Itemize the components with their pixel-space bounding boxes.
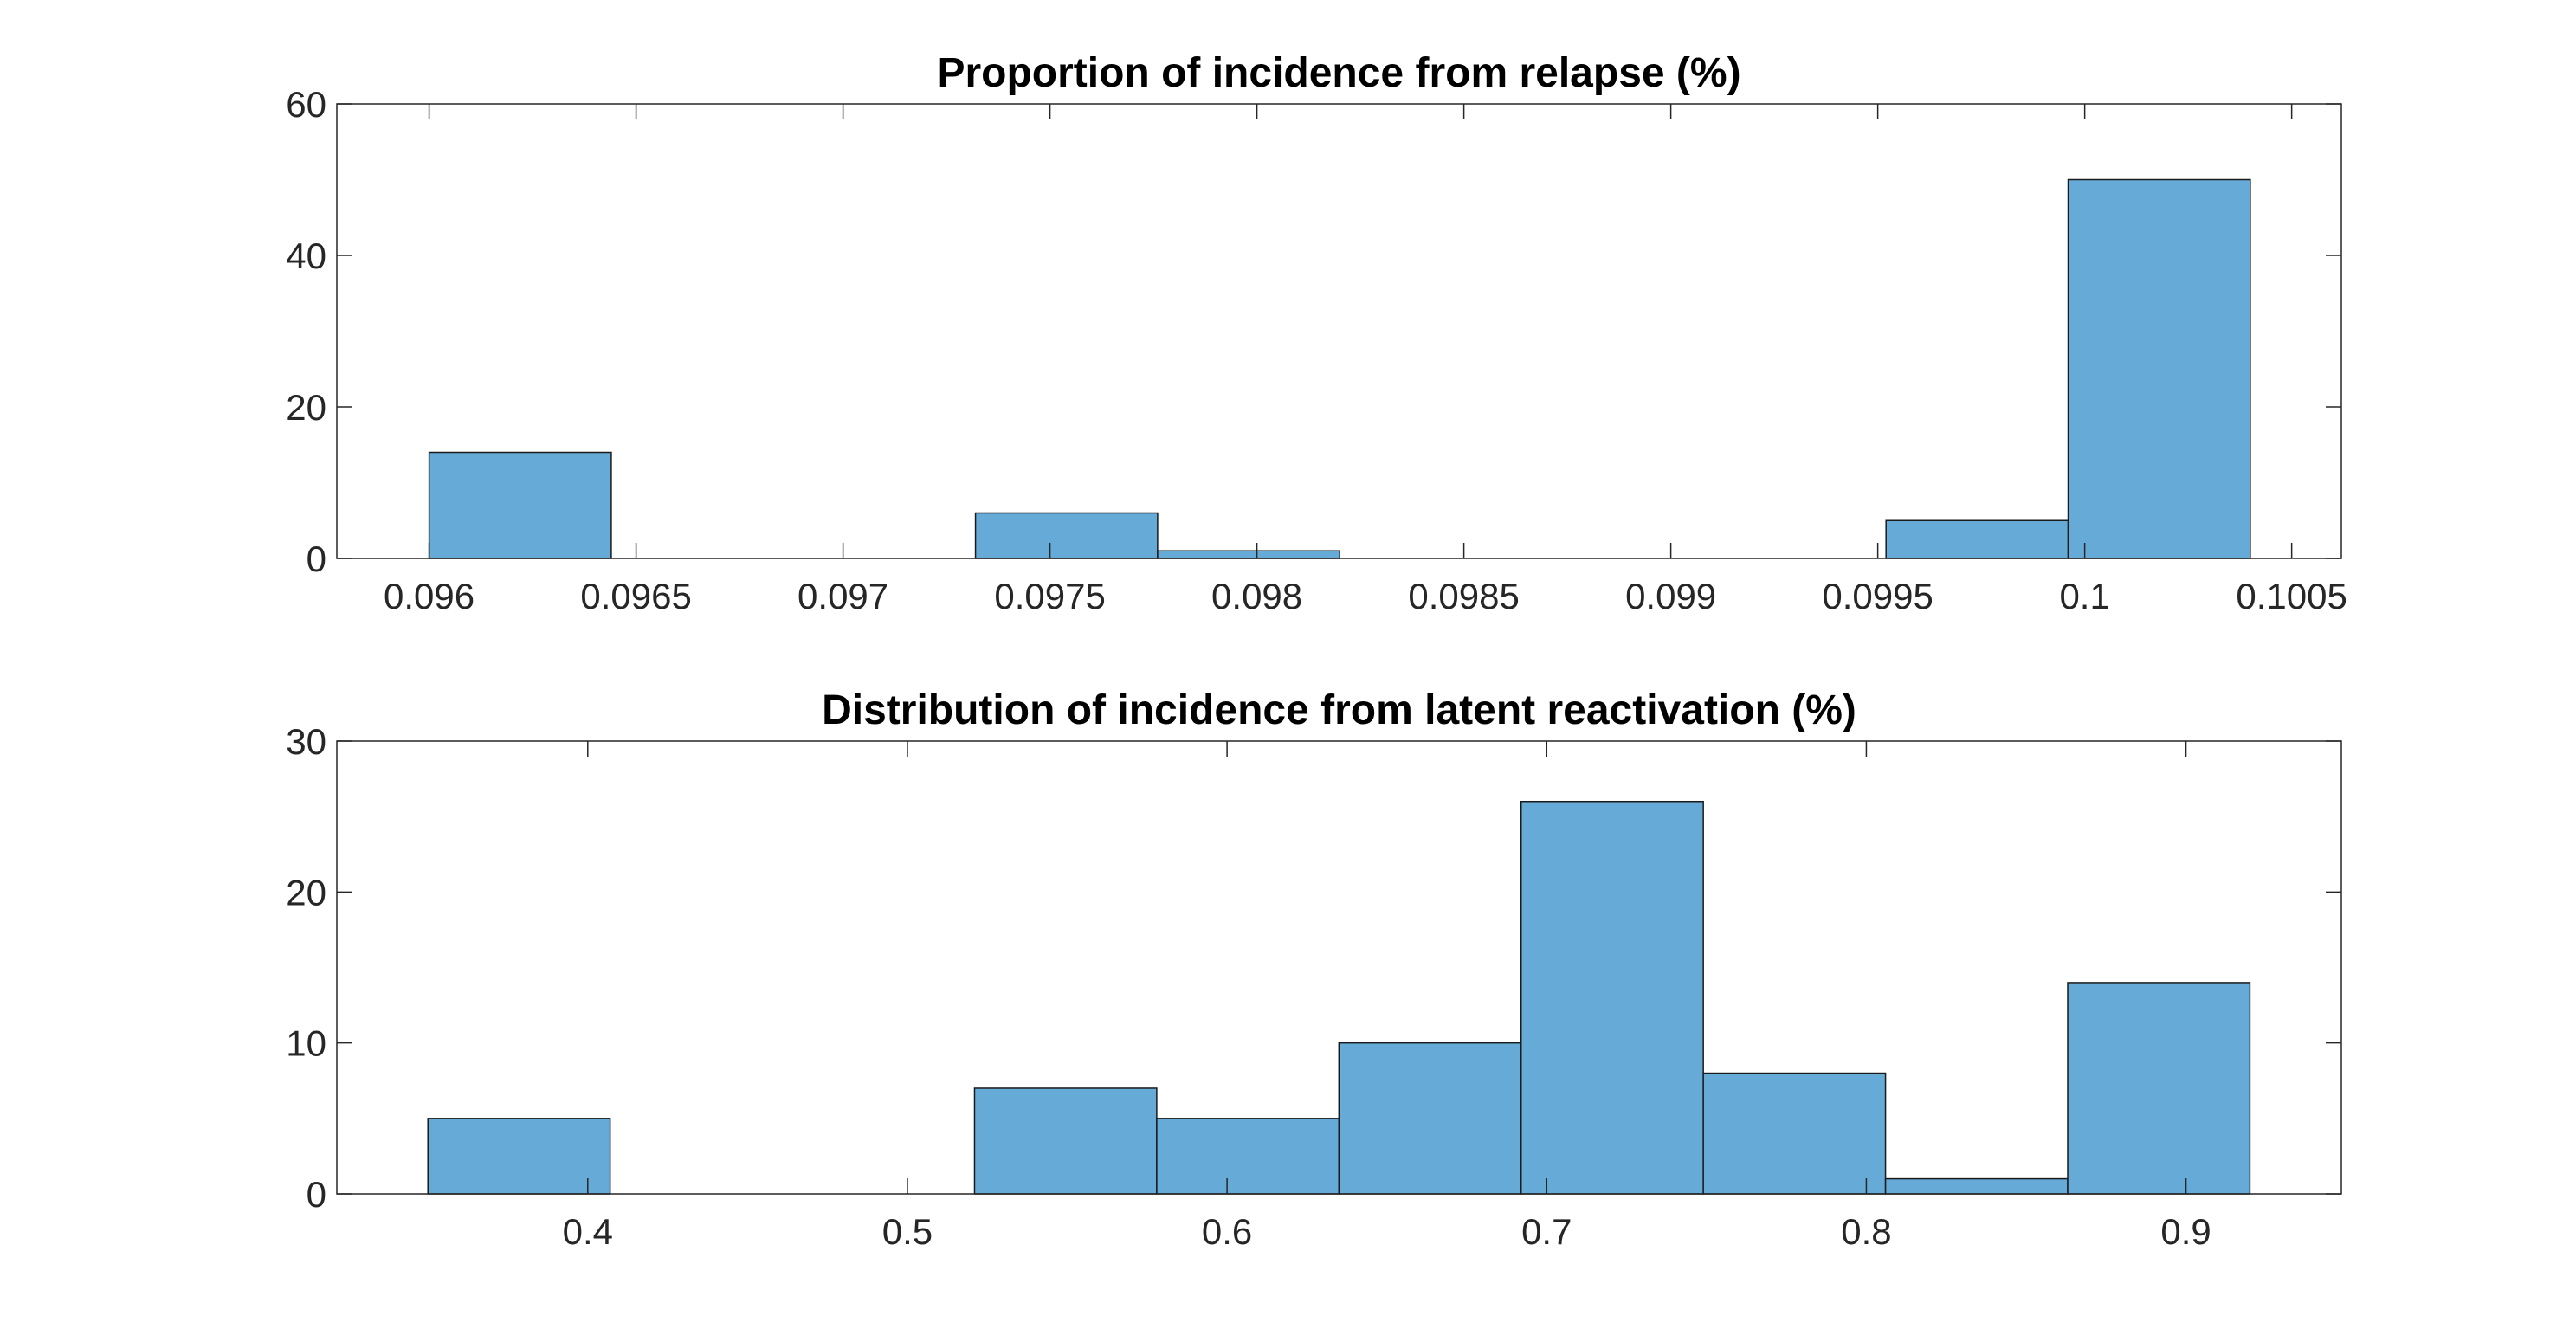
y-tick-label: 0 bbox=[307, 1174, 326, 1215]
bar bbox=[974, 512, 1159, 559]
y-tick-label: 40 bbox=[286, 235, 326, 276]
chart-title: Distribution of incidence from latent re… bbox=[822, 687, 1856, 733]
x-tick-label: 0.0975 bbox=[994, 576, 1105, 616]
bar bbox=[2067, 982, 2251, 1195]
bar bbox=[427, 1118, 611, 1195]
y-tick-label: 20 bbox=[286, 872, 326, 913]
x-tick-label: 0.9 bbox=[2160, 1211, 2211, 1252]
axes-box bbox=[336, 740, 2342, 1195]
bar bbox=[1520, 800, 1704, 1195]
x-tick-label: 0.099 bbox=[1625, 576, 1716, 616]
bar bbox=[1157, 550, 1340, 559]
x-tick-label: 0.7 bbox=[1521, 1211, 1572, 1252]
x-tick-label: 0.1 bbox=[2059, 576, 2109, 616]
x-tick-label: 0.0985 bbox=[1408, 576, 1519, 616]
bar bbox=[1885, 519, 2069, 559]
x-tick-label: 0.5 bbox=[882, 1211, 933, 1252]
x-tick-label: 0.6 bbox=[1202, 1211, 1252, 1252]
bar bbox=[1884, 1177, 2069, 1195]
bar bbox=[2067, 178, 2251, 559]
y-tick-label: 10 bbox=[286, 1023, 326, 1064]
bar bbox=[428, 451, 612, 559]
x-tick-label: 0.0965 bbox=[580, 576, 691, 616]
bar bbox=[1702, 1072, 1887, 1195]
x-tick-label: 0.0995 bbox=[1822, 576, 1933, 616]
x-tick-label: 0.8 bbox=[1841, 1211, 1891, 1252]
y-tick-label: 60 bbox=[286, 84, 326, 125]
bar bbox=[1338, 1042, 1522, 1195]
bar bbox=[1156, 1118, 1340, 1195]
x-tick-label: 0.1005 bbox=[2236, 576, 2347, 616]
x-tick-label: 0.098 bbox=[1211, 576, 1302, 616]
x-tick-label: 0.096 bbox=[384, 576, 475, 616]
axes-box bbox=[336, 103, 2342, 559]
bar bbox=[973, 1087, 1158, 1195]
x-tick-label: 0.097 bbox=[797, 576, 888, 616]
y-tick-label: 20 bbox=[286, 387, 326, 428]
y-tick-label: 30 bbox=[286, 721, 326, 762]
y-tick-label: 0 bbox=[307, 539, 326, 579]
chart-title: Proportion of incidence from relapse (%) bbox=[937, 50, 1740, 96]
x-tick-label: 0.4 bbox=[563, 1211, 613, 1252]
